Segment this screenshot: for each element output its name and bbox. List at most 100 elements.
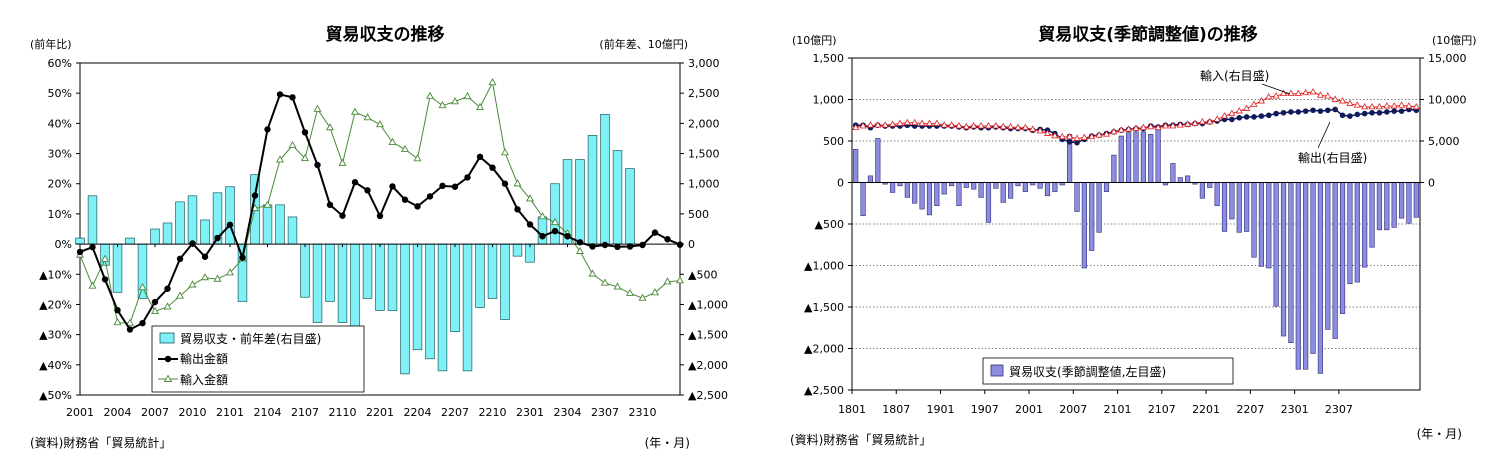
imports-point [1213, 115, 1221, 122]
exports-point [1347, 113, 1353, 119]
imports-point [188, 280, 197, 288]
imports-point [138, 283, 147, 291]
imports-point [1287, 89, 1295, 97]
bar [1384, 182, 1390, 231]
left-tick-label: 500 [823, 135, 844, 148]
imports-point [1014, 123, 1022, 131]
exports-point [364, 187, 371, 194]
exports-point [151, 298, 159, 306]
imports-point [970, 122, 978, 129]
imports-point [896, 119, 904, 126]
left-tick-label: 30% [48, 148, 72, 161]
bar [1280, 182, 1287, 337]
exports-point [551, 227, 559, 235]
left-tick-label: 60% [48, 57, 72, 70]
exports-point [89, 243, 96, 251]
bar [1273, 182, 1279, 307]
legend-label-balance-2: 貿易収支(季節調整値,左目盛) [1009, 364, 1166, 379]
x-tick-label: 2301 [516, 406, 544, 419]
exports-point [1288, 109, 1294, 115]
imports-point [575, 246, 585, 254]
bar [1354, 182, 1360, 283]
bar [1413, 182, 1419, 218]
plot-frame [851, 57, 1421, 391]
exports-point [985, 124, 992, 131]
left-tick-label: ▲10% [39, 268, 72, 281]
exports-point [1221, 116, 1228, 123]
right-tick-label: 1,500 [688, 148, 720, 161]
imports-point [1397, 101, 1406, 108]
exports-point [1332, 106, 1338, 113]
imports-point [588, 269, 597, 277]
exports-point [867, 124, 874, 131]
right-axis-unit: (前年差、10億円) [599, 37, 688, 51]
imports-point [300, 153, 310, 161]
bar [934, 182, 940, 207]
exports-point [1376, 109, 1383, 116]
exports-point [676, 241, 684, 248]
imports-point [911, 118, 919, 126]
bar [1015, 182, 1021, 187]
left-tick-label: 10% [48, 208, 72, 221]
exports-point [339, 212, 346, 219]
imports-point [1198, 117, 1206, 125]
exports-point [1029, 127, 1036, 134]
bar [1258, 182, 1264, 267]
bar [1177, 177, 1183, 183]
x-tick-label: 2107 [291, 406, 319, 419]
exports-point [860, 122, 866, 129]
exports-point [1302, 108, 1309, 114]
bar [537, 216, 548, 245]
bar [897, 182, 903, 187]
bar [1000, 182, 1006, 203]
bar [475, 243, 485, 308]
left-tick-label: 40% [48, 117, 72, 130]
plot-area-2 [851, 57, 1421, 391]
x-tick-label: 1801 [838, 403, 866, 416]
imports-point [200, 273, 210, 281]
exports-point [1229, 116, 1235, 123]
imports-point [175, 291, 185, 299]
right-tick-label: ▲2,500 [688, 389, 728, 402]
imports-point [1058, 132, 1066, 140]
x-tick-label: 1807 [882, 403, 910, 416]
imports-point [1302, 88, 1310, 96]
exports-point [1088, 133, 1095, 139]
bar [860, 182, 866, 217]
exports-point [948, 123, 955, 129]
imports-point [1007, 122, 1015, 130]
exports-point [1111, 129, 1117, 135]
imports-point [288, 140, 297, 149]
bar [1221, 182, 1228, 232]
exports-point [264, 126, 271, 133]
imports-point [1279, 89, 1288, 97]
left-tick-label: ▲500 [815, 218, 844, 231]
exports-point [993, 124, 999, 130]
exports-point [1037, 126, 1043, 133]
bar [971, 182, 977, 190]
bar [867, 175, 874, 183]
imports-point [100, 254, 110, 262]
imports-point [538, 212, 547, 220]
bar [1310, 182, 1316, 354]
imports-point [859, 122, 867, 129]
bar [1288, 182, 1294, 343]
left-tick-label: ▲20% [39, 298, 72, 311]
imports-point [1383, 102, 1391, 109]
exports-point [101, 276, 109, 283]
exports-point [1000, 124, 1007, 131]
x-tick-label: 2101 [1104, 403, 1132, 416]
imports-point [325, 123, 335, 131]
exports-point [1044, 127, 1051, 134]
exports-point [1398, 108, 1405, 114]
exports-point [301, 129, 309, 136]
exports-point [1155, 124, 1161, 130]
exports-point [1369, 109, 1375, 116]
exports-point [1066, 139, 1073, 145]
imports-point [1147, 122, 1155, 130]
exports-point [164, 285, 171, 292]
bar [919, 182, 925, 210]
bar [1317, 182, 1324, 374]
exports-point [589, 243, 596, 250]
legend-bar-swatch [159, 332, 175, 344]
